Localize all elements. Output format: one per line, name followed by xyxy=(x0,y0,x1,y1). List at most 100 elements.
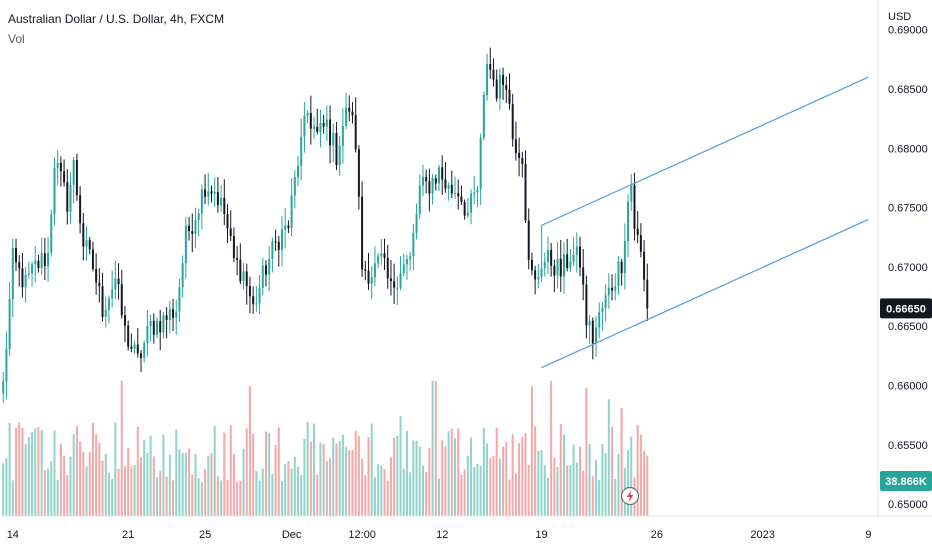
candle-body xyxy=(498,74,501,99)
volume-bar xyxy=(514,473,517,516)
volume-bar xyxy=(143,439,146,516)
candle-body xyxy=(377,256,380,264)
volume-bar xyxy=(415,440,418,516)
volume-bar xyxy=(24,444,27,516)
volume-bar xyxy=(546,477,549,516)
volume-bar xyxy=(66,475,69,516)
price-tick-label: 0.65000 xyxy=(888,499,928,511)
candles xyxy=(2,47,649,403)
volume-bar xyxy=(566,465,569,516)
symbol-title[interactable]: Australian Dollar / U.S. Dollar, 4h, FXC… xyxy=(8,12,225,26)
candle-body xyxy=(534,270,537,280)
volume-bar xyxy=(117,468,120,516)
candle-body xyxy=(56,163,59,168)
price-axis[interactable]: USD 0.69000 0.68500 0.68000 0.67500 0.67000 0… xyxy=(888,11,928,511)
volume-bar xyxy=(479,465,482,516)
volume-bar xyxy=(98,442,101,516)
candle-body xyxy=(66,182,69,212)
price-tick-label: 0.69000 xyxy=(888,25,928,37)
volume-bar xyxy=(553,457,556,516)
time-axis[interactable]: 14 21 25 Dec 12:00 12 19 26 2023 9 xyxy=(7,529,872,541)
volume-bar xyxy=(8,422,11,516)
volume-bar xyxy=(409,472,412,516)
volume-bar xyxy=(79,441,82,516)
price-tick-label: 0.66500 xyxy=(888,321,928,333)
candle-body xyxy=(280,229,283,250)
volume-bar xyxy=(69,456,72,516)
candle-body xyxy=(127,325,130,347)
candle-body xyxy=(287,225,290,229)
volume-bar xyxy=(204,469,207,516)
volume-bar xyxy=(127,447,130,516)
volume-bar xyxy=(156,477,159,516)
volume-bar xyxy=(210,453,213,516)
candle-body xyxy=(34,260,37,265)
volume-bar xyxy=(53,430,56,516)
volume-bar xyxy=(15,427,18,516)
candle-body xyxy=(620,261,623,274)
volume-bar xyxy=(136,426,139,516)
volume-bar xyxy=(466,455,469,516)
lightning-icon[interactable] xyxy=(620,486,640,506)
volume-bar xyxy=(405,430,408,516)
volume-bar xyxy=(258,480,261,516)
candle-body xyxy=(460,196,463,203)
volume-bar xyxy=(569,465,572,516)
volume-bar xyxy=(425,472,428,516)
volume-bar xyxy=(598,480,601,516)
candle-body xyxy=(588,320,591,326)
candle-body xyxy=(380,253,383,257)
volume-bar xyxy=(184,452,187,516)
volume-bar xyxy=(412,440,415,516)
last-value-badges: 0.66650 38.866K xyxy=(880,298,932,491)
candle-body xyxy=(543,261,546,269)
candle-body xyxy=(136,344,139,354)
volume-bar xyxy=(591,476,594,516)
candle-body xyxy=(354,115,357,150)
candle-body xyxy=(421,176,424,186)
volume-bar xyxy=(21,427,24,516)
volume-bar xyxy=(364,475,367,516)
candle-body xyxy=(569,261,572,269)
volume-bar xyxy=(268,432,271,516)
volume-bar xyxy=(332,437,335,516)
candle-body xyxy=(639,235,642,252)
channel-line-lower xyxy=(541,218,869,369)
volume-bar xyxy=(242,448,245,516)
channel-line-upper xyxy=(541,76,869,226)
volume-bar xyxy=(367,437,370,516)
candle-body xyxy=(120,284,123,316)
candle-body xyxy=(325,119,328,127)
volume-bar xyxy=(357,435,360,516)
volume-bar xyxy=(104,454,107,516)
volume-bar xyxy=(300,475,303,516)
volume-bar xyxy=(534,426,537,516)
volume-bar xyxy=(386,480,389,516)
candle-body xyxy=(434,178,437,184)
volume-bar xyxy=(614,479,617,516)
candle-body xyxy=(95,269,98,283)
candle-body xyxy=(489,64,492,70)
candle-body xyxy=(607,287,610,296)
price-tick-label: 0.65500 xyxy=(888,440,928,452)
candle-body xyxy=(627,201,630,241)
volume-bar xyxy=(562,434,565,516)
candle-body xyxy=(636,228,639,236)
volume-label[interactable]: Vol xyxy=(8,32,25,46)
volume-bar xyxy=(255,470,258,516)
candle-body xyxy=(482,94,485,138)
channel-lines[interactable] xyxy=(540,76,869,369)
volume-bar xyxy=(11,480,14,516)
candle-body xyxy=(479,137,482,190)
candle-body xyxy=(530,259,533,271)
candle-body xyxy=(69,184,72,212)
candle-body xyxy=(255,303,258,305)
candle-body xyxy=(268,258,271,275)
candle-body xyxy=(470,193,473,213)
volume-bar xyxy=(271,474,274,516)
volume-bar xyxy=(101,460,104,516)
candle-body xyxy=(274,241,277,243)
volume-bar xyxy=(194,453,197,516)
